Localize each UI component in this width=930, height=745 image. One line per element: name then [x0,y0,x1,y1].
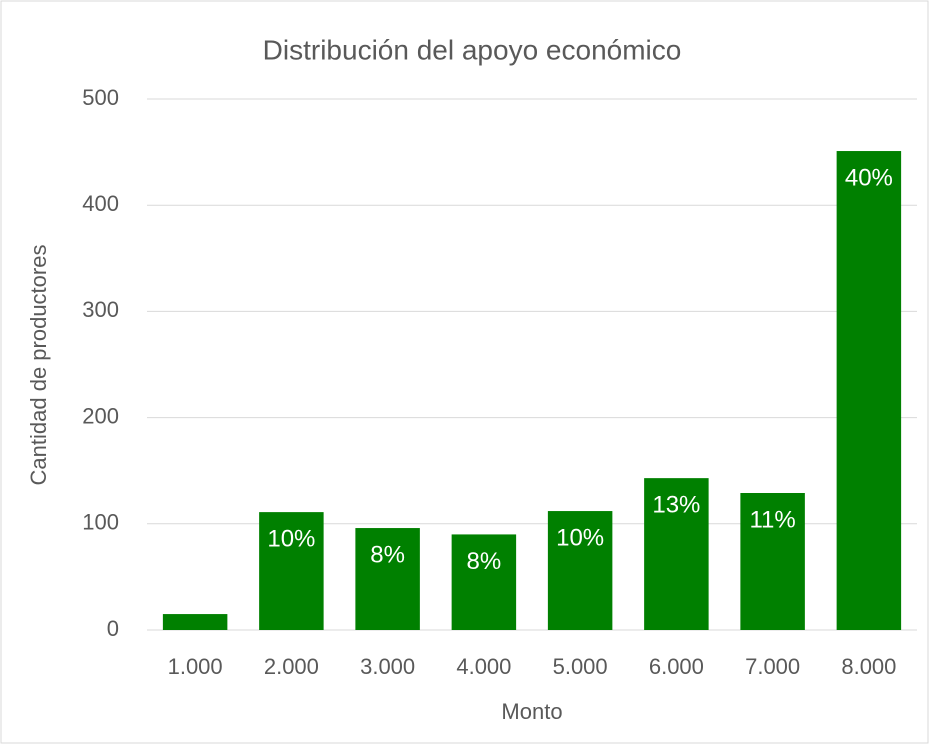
x-tick-label: 1.000 [168,654,223,679]
bar [162,614,228,630]
y-tick-label: 400 [82,191,119,216]
x-tick-label: 6.000 [649,654,704,679]
bar [451,534,517,630]
chart-title: Distribución del apoyo económico [263,34,682,65]
y-tick-label: 300 [82,297,119,322]
data-label: 8% [467,548,502,575]
data-label: 13% [652,491,700,518]
x-axis-label: Monto [501,699,562,724]
data-label: 10% [556,524,604,551]
x-tick-label: 8.000 [841,654,896,679]
data-label: 11% [749,506,795,533]
data-label: 8% [370,541,405,568]
data-label: 40% [845,164,893,191]
bar [259,512,324,630]
data-label: 10% [267,525,315,552]
bar [740,493,805,630]
y-tick-label: 100 [82,510,119,535]
x-tick-label: 3.000 [360,654,415,679]
bar [836,151,902,630]
x-tick-label: 2.000 [264,654,319,679]
y-tick-label: 0 [107,616,119,641]
x-tick-label: 5.000 [553,654,608,679]
bar [644,478,709,630]
bar [547,511,613,630]
bar [355,528,420,630]
y-axis-label: Cantidad de productores [26,245,51,486]
y-tick-label: 500 [82,85,119,110]
x-tick-label: 7.000 [745,654,800,679]
y-tick-label: 200 [82,403,119,428]
x-tick-label: 4.000 [456,654,511,679]
